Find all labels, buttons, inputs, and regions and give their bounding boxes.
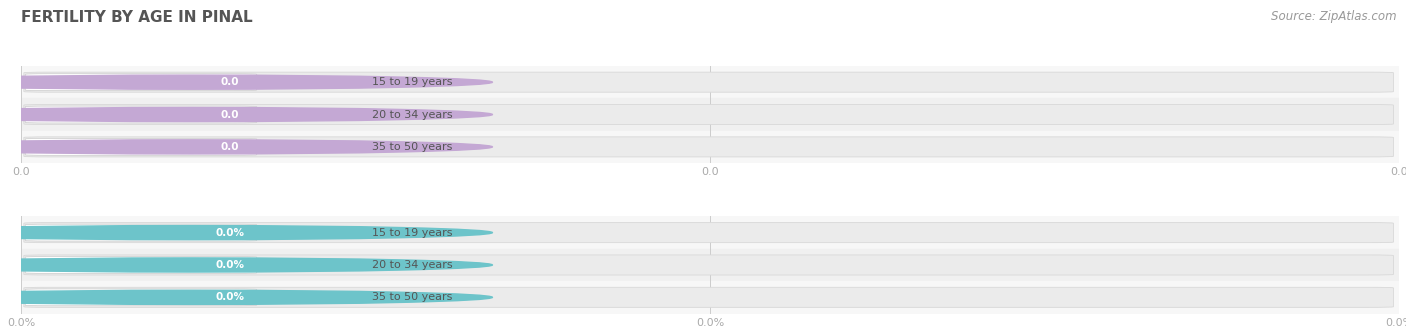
Text: 15 to 19 years: 15 to 19 years bbox=[371, 77, 453, 87]
Bar bbox=[21, 131, 1399, 163]
FancyBboxPatch shape bbox=[207, 141, 253, 153]
Text: 0.0: 0.0 bbox=[221, 77, 239, 87]
FancyBboxPatch shape bbox=[24, 223, 1393, 243]
FancyBboxPatch shape bbox=[25, 256, 257, 273]
Circle shape bbox=[0, 108, 492, 122]
Circle shape bbox=[0, 140, 492, 154]
FancyBboxPatch shape bbox=[207, 291, 253, 303]
FancyBboxPatch shape bbox=[25, 289, 257, 306]
FancyBboxPatch shape bbox=[24, 105, 1393, 124]
Text: 35 to 50 years: 35 to 50 years bbox=[371, 292, 453, 302]
Text: FERTILITY BY AGE IN PINAL: FERTILITY BY AGE IN PINAL bbox=[21, 10, 253, 25]
FancyBboxPatch shape bbox=[207, 76, 253, 88]
Bar bbox=[21, 66, 1399, 98]
FancyBboxPatch shape bbox=[25, 224, 257, 241]
Bar bbox=[21, 216, 1399, 249]
FancyBboxPatch shape bbox=[24, 137, 1393, 157]
Circle shape bbox=[0, 258, 492, 272]
Text: 0.0: 0.0 bbox=[221, 110, 239, 119]
Text: 35 to 50 years: 35 to 50 years bbox=[371, 142, 453, 152]
Text: 0.0: 0.0 bbox=[221, 142, 239, 152]
Text: 20 to 34 years: 20 to 34 years bbox=[371, 110, 453, 119]
FancyBboxPatch shape bbox=[25, 139, 257, 155]
FancyBboxPatch shape bbox=[25, 74, 257, 91]
FancyBboxPatch shape bbox=[24, 255, 1393, 275]
Circle shape bbox=[0, 75, 492, 89]
Text: Source: ZipAtlas.com: Source: ZipAtlas.com bbox=[1271, 10, 1396, 23]
FancyBboxPatch shape bbox=[207, 259, 253, 271]
Bar bbox=[21, 98, 1399, 131]
Bar bbox=[21, 249, 1399, 281]
FancyBboxPatch shape bbox=[24, 72, 1393, 92]
FancyBboxPatch shape bbox=[207, 109, 253, 120]
Text: 15 to 19 years: 15 to 19 years bbox=[371, 228, 453, 238]
Circle shape bbox=[0, 290, 492, 304]
FancyBboxPatch shape bbox=[207, 227, 253, 239]
Bar bbox=[21, 281, 1399, 313]
FancyBboxPatch shape bbox=[24, 287, 1393, 307]
Text: 0.0%: 0.0% bbox=[215, 228, 245, 238]
Circle shape bbox=[0, 225, 492, 240]
FancyBboxPatch shape bbox=[25, 106, 257, 123]
Text: 0.0%: 0.0% bbox=[215, 292, 245, 302]
Text: 0.0%: 0.0% bbox=[215, 260, 245, 270]
Text: 20 to 34 years: 20 to 34 years bbox=[371, 260, 453, 270]
